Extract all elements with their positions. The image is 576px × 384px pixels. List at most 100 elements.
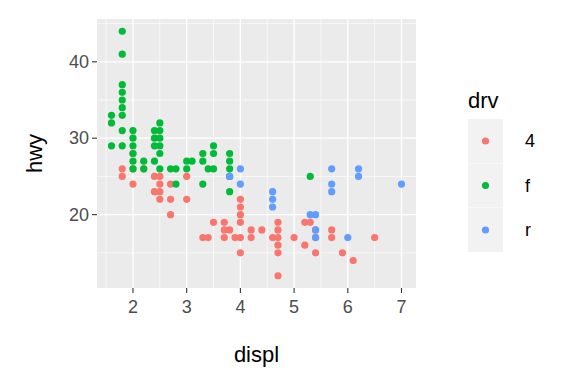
point bbox=[156, 188, 163, 195]
point bbox=[156, 173, 163, 180]
point bbox=[183, 165, 190, 172]
x-tick bbox=[186, 288, 187, 293]
legend-title: drv bbox=[468, 88, 499, 113]
legend-label: f bbox=[525, 176, 531, 196]
point bbox=[248, 234, 255, 241]
point bbox=[167, 211, 174, 218]
legend-key bbox=[468, 208, 503, 252]
point bbox=[226, 158, 233, 165]
point bbox=[237, 234, 244, 241]
point bbox=[129, 142, 136, 149]
point bbox=[140, 158, 147, 165]
point bbox=[156, 150, 163, 157]
x-tick bbox=[294, 288, 295, 293]
point bbox=[156, 180, 163, 187]
point bbox=[237, 180, 244, 187]
point bbox=[188, 158, 195, 165]
point bbox=[312, 211, 319, 218]
x-tick bbox=[132, 288, 133, 293]
point bbox=[312, 249, 319, 256]
x-tick-label: 6 bbox=[343, 297, 353, 317]
point bbox=[119, 104, 126, 111]
legend-marker bbox=[482, 137, 489, 144]
y-tick bbox=[92, 214, 97, 215]
x-tick-label: 7 bbox=[396, 297, 406, 317]
point bbox=[226, 150, 233, 157]
minor-grid-y bbox=[97, 176, 416, 177]
point bbox=[226, 188, 233, 195]
legend-key bbox=[468, 119, 503, 163]
grid-x bbox=[347, 19, 348, 288]
point bbox=[156, 196, 163, 203]
point bbox=[119, 96, 126, 103]
point bbox=[167, 196, 174, 203]
point bbox=[307, 219, 314, 226]
point bbox=[226, 173, 233, 180]
legend-marker bbox=[482, 182, 489, 189]
point bbox=[156, 127, 163, 134]
x-axis-title: displ bbox=[234, 342, 279, 367]
point bbox=[339, 249, 346, 256]
point bbox=[129, 127, 136, 134]
point bbox=[156, 142, 163, 149]
point bbox=[312, 226, 319, 233]
point bbox=[344, 234, 351, 241]
minor-grid-x bbox=[106, 19, 107, 288]
point bbox=[312, 234, 319, 241]
point bbox=[258, 226, 265, 233]
minor-grid-y bbox=[97, 252, 416, 253]
point bbox=[183, 173, 190, 180]
points bbox=[108, 28, 405, 280]
grid-x bbox=[186, 19, 187, 288]
grid-y bbox=[97, 214, 416, 215]
point bbox=[108, 119, 115, 126]
point bbox=[226, 173, 233, 180]
point bbox=[119, 165, 126, 172]
y-axis-title: hwy bbox=[22, 134, 47, 173]
point bbox=[205, 234, 212, 241]
point bbox=[151, 158, 158, 165]
y-tick-label: 40 bbox=[69, 52, 89, 72]
point bbox=[119, 51, 126, 58]
point bbox=[226, 226, 233, 233]
point bbox=[269, 203, 276, 210]
point bbox=[328, 234, 335, 241]
point bbox=[183, 196, 190, 203]
point bbox=[156, 119, 163, 126]
point bbox=[237, 249, 244, 256]
point bbox=[119, 112, 126, 119]
point bbox=[156, 135, 163, 142]
grid-x bbox=[293, 19, 294, 288]
point bbox=[301, 242, 308, 249]
point bbox=[119, 142, 126, 149]
y-tick-label: 30 bbox=[69, 128, 89, 148]
point bbox=[226, 165, 233, 172]
legend-label: r bbox=[525, 220, 531, 240]
point bbox=[269, 188, 276, 195]
point bbox=[312, 226, 319, 233]
point bbox=[156, 165, 163, 172]
minor-grid-x bbox=[374, 19, 375, 288]
point bbox=[129, 150, 136, 157]
point bbox=[119, 173, 126, 180]
point bbox=[237, 219, 244, 226]
point bbox=[237, 211, 244, 218]
point bbox=[371, 234, 378, 241]
point bbox=[199, 150, 206, 157]
point bbox=[119, 81, 126, 88]
point bbox=[119, 89, 126, 96]
grid-x bbox=[401, 19, 402, 288]
point bbox=[108, 112, 115, 119]
point bbox=[199, 180, 206, 187]
point bbox=[274, 272, 281, 279]
x-tick-label: 5 bbox=[289, 297, 299, 317]
point bbox=[307, 173, 314, 180]
x-tick bbox=[401, 288, 402, 293]
y-tick bbox=[92, 61, 97, 62]
point bbox=[140, 165, 147, 172]
point bbox=[274, 249, 281, 256]
legend-label: 4 bbox=[525, 131, 535, 151]
point bbox=[274, 234, 281, 241]
point bbox=[172, 165, 179, 172]
panel bbox=[97, 19, 416, 288]
